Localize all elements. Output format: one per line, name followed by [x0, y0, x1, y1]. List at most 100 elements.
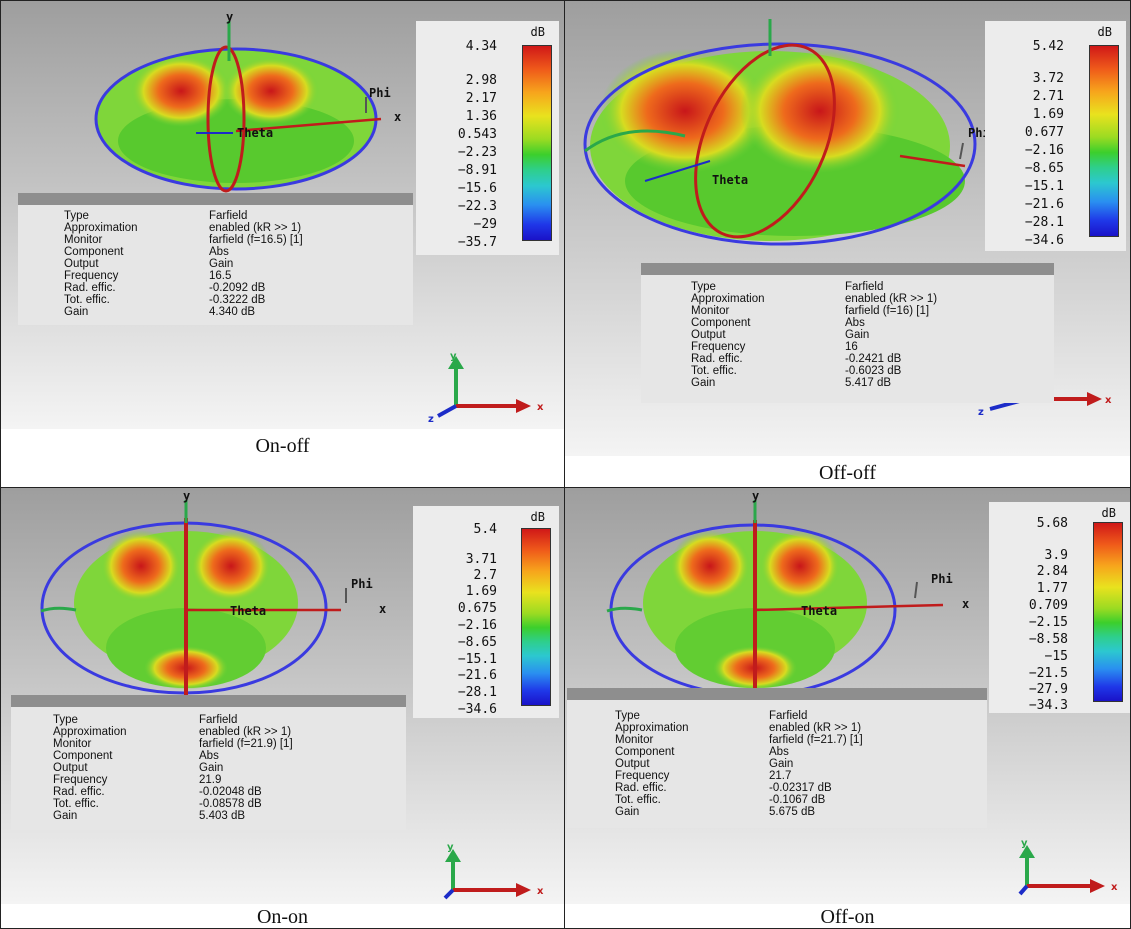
info-value: 16 [845, 341, 858, 353]
info-value: -0.2421 dB [845, 353, 902, 365]
info-value: 5.403 dB [199, 810, 246, 822]
radiation-pattern [606, 520, 897, 700]
info-value: Abs [199, 750, 219, 762]
info-key: Approximation [64, 222, 138, 234]
panel-caption: On-off [255, 435, 310, 457]
info-value: Farfield [209, 210, 248, 222]
info-key: Frequency [615, 770, 670, 782]
info-value: farfield (f=16) [1] [845, 305, 930, 317]
info-key: Type [64, 210, 89, 222]
scale-tick: −2.16 [457, 618, 497, 633]
scale-tick: −8.65 [1024, 161, 1064, 176]
info-key: Frequency [64, 270, 119, 282]
scale-tick: −29 [473, 217, 497, 232]
info-box-titlebar [18, 193, 413, 205]
coordinate-triad: y x [443, 842, 544, 900]
info-value: 4.340 dB [209, 306, 256, 318]
info-key: Rad. effic. [53, 786, 105, 798]
info-value: enabled (kR >> 1) [199, 726, 292, 738]
db-colorbar-legend: dB 5.4 3.71 2.7 1.69 0.675 −2.16 −8.65 −… [413, 506, 559, 718]
axis-label-x: x [394, 110, 401, 124]
scale-tick: −21.5 [1028, 666, 1068, 681]
axis-label-phi: Phi [931, 572, 953, 586]
scale-tick: 3.9 [1044, 548, 1068, 563]
coordinate-triad: y x [1018, 838, 1118, 896]
info-value: Gain [209, 258, 234, 270]
radiation-pattern [583, 42, 977, 246]
info-value: -0.6023 dB [845, 365, 902, 377]
scale-tick: −2.15 [1028, 615, 1068, 630]
scale-tick: 5.68 [1036, 516, 1068, 531]
scale-tick: −27.9 [1028, 682, 1068, 697]
scale-tick: −8.58 [1028, 632, 1068, 647]
axis-label-theta: Theta [237, 126, 273, 140]
scale-tick: −2.16 [1024, 143, 1064, 158]
info-key: Rad. effic. [615, 782, 667, 794]
color-scale-bar [521, 528, 551, 706]
scale-tick: 2.98 [465, 73, 497, 88]
info-key: Gain [691, 377, 716, 389]
radiation-pattern [94, 45, 378, 193]
scale-tick: 3.72 [1032, 71, 1064, 86]
db-colorbar-legend: dB 4.34 2.98 2.17 1.36 0.543 −2.23 −8.91… [416, 21, 559, 255]
info-key: Approximation [53, 726, 127, 738]
info-key: Approximation [615, 722, 689, 734]
info-value: Farfield [769, 710, 808, 722]
scale-tick: −15.1 [457, 652, 497, 667]
info-value: Gain [845, 329, 870, 341]
info-value: -0.02317 dB [769, 782, 832, 794]
scale-tick: −15.6 [457, 181, 497, 196]
x-axis-arrow [754, 603, 944, 612]
farfield-info-box: Type Approximation Monitor Component Out… [18, 193, 413, 325]
scale-tick: −35.7 [457, 235, 497, 250]
color-scale-bar [1093, 522, 1123, 702]
info-key: Tot. effic. [691, 365, 737, 377]
radiation-pattern [40, 518, 328, 698]
z-axis-arrow [644, 160, 711, 182]
triad-label-x: x [1111, 882, 1118, 893]
info-box-titlebar [641, 263, 1054, 275]
panel-caption: Off-off [818, 462, 877, 484]
info-value: 16.5 [209, 270, 232, 282]
info-key: Frequency [691, 341, 746, 353]
info-key: Monitor [64, 234, 103, 246]
farfield-info-box: Type Approximation Monitor Component Out… [641, 263, 1054, 403]
scale-tick: −34.6 [1024, 233, 1064, 248]
triad-label-y: y [450, 351, 457, 362]
farfield-info-box: Type Approximation Monitor Component Out… [567, 688, 987, 828]
panel-on-on: y x Phi Theta y x dB 5.4 3.71 2.7 [0, 487, 565, 929]
triad-label-y: y [447, 842, 454, 853]
scale-tick: 1.69 [1032, 107, 1064, 122]
info-key: Rad. effic. [691, 353, 743, 365]
scale-tick: 0.677 [1024, 125, 1064, 140]
scale-tick: 1.77 [1036, 581, 1068, 596]
info-value: -0.1067 dB [769, 794, 826, 806]
info-value: Gain [199, 762, 224, 774]
info-key: Frequency [53, 774, 108, 786]
axis-label-phi: Phi [968, 126, 990, 140]
info-value: enabled (kR >> 1) [845, 293, 938, 305]
axis-label-phi: Phi [369, 86, 391, 100]
info-key: Gain [53, 810, 78, 822]
scale-tick: 2.71 [1032, 89, 1064, 104]
scale-tick: −8.91 [457, 163, 497, 178]
axis-label-phi: Phi [351, 577, 373, 591]
scale-tick: 0.709 [1028, 598, 1068, 613]
info-value: farfield (f=16.5) [1] [209, 234, 303, 246]
axis-label-theta: Theta [712, 173, 748, 187]
scale-tick: −28.1 [1024, 215, 1064, 230]
panel-on-off: y x Phi Theta y x z dB 4.34 2.9 [0, 0, 565, 488]
color-scale-bar [1089, 45, 1119, 237]
scale-tick: −15.1 [1024, 179, 1064, 194]
info-value: 21.7 [769, 770, 792, 782]
x-axis-arrow [235, 117, 382, 133]
scale-tick: 2.7 [473, 568, 497, 583]
info-value: Farfield [845, 281, 884, 293]
info-key: Monitor [615, 734, 654, 746]
info-key: Type [615, 710, 640, 722]
triad-label-y: y [1021, 838, 1028, 849]
info-value: enabled (kR >> 1) [769, 722, 862, 734]
panel-off-on: y x Phi Theta y x dB 5.68 3.9 2.84 [564, 487, 1131, 929]
unit-label: dB [530, 25, 545, 39]
info-value: farfield (f=21.9) [1] [199, 738, 293, 750]
